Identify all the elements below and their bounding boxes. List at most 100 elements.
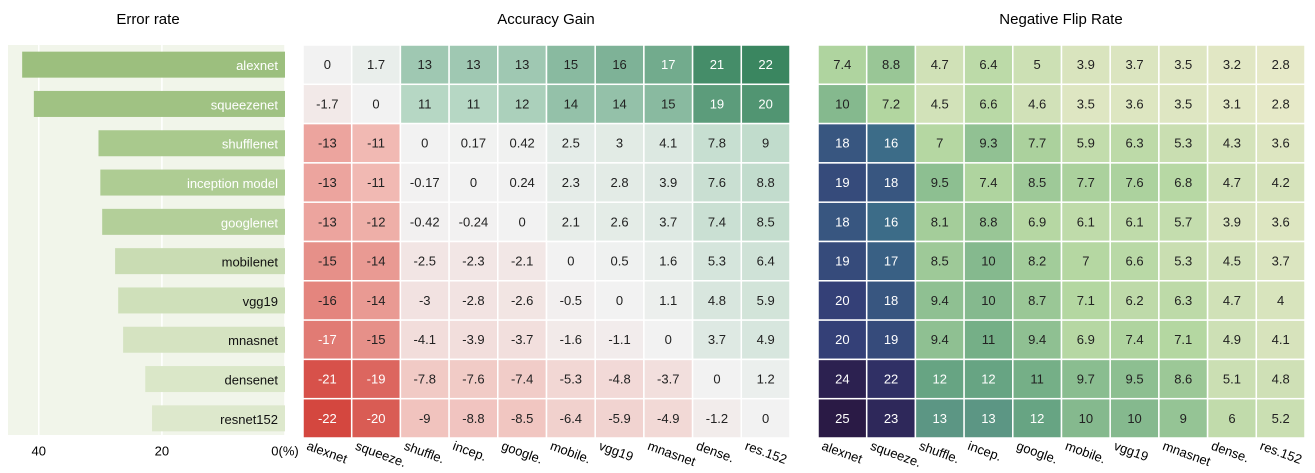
cell-label: 12 (981, 371, 995, 386)
heatmap-cell (643, 83, 694, 125)
cell-label: 4.9 (757, 332, 775, 347)
cell-label: 0 (324, 57, 331, 72)
cell-label: 13 (466, 57, 480, 72)
bar (118, 287, 285, 314)
cell-label: -2.6 (511, 293, 533, 308)
cell-label: 7.8 (708, 136, 726, 151)
cell-label: 7.2 (882, 96, 900, 111)
cell-label: 8.8 (882, 57, 900, 72)
heatmap-cell (1012, 201, 1063, 243)
cell-label: 1.1 (659, 293, 677, 308)
heatmap-cell (1109, 44, 1160, 86)
heatmap-cell (497, 83, 548, 125)
cell-label: 13 (933, 411, 947, 426)
heatmap-cell (399, 240, 450, 282)
cell-label: 4 (1277, 293, 1284, 308)
heatmap-cell (1012, 44, 1063, 86)
cell-label: 16 (884, 136, 898, 151)
heatmap-cell (963, 162, 1014, 203)
cell-label: -2.1 (511, 254, 533, 269)
bar-label: mobilenet (222, 255, 279, 270)
cell-label: 0 (616, 293, 623, 308)
cell-label: 16 (612, 57, 626, 72)
x-tick-label: shuffle. (402, 438, 446, 466)
cell-label: 3.7 (708, 332, 726, 347)
cell-label: 3.1 (1223, 96, 1241, 111)
heatmap-cell (963, 319, 1014, 361)
cell-label: 9.5 (931, 175, 949, 190)
heatmap-cell (1206, 201, 1258, 243)
heatmap-cell (865, 397, 917, 439)
heatmap-cell (399, 122, 450, 164)
cell-label: 1.7 (367, 57, 385, 72)
heatmap-cell (350, 319, 402, 361)
cell-label: 7.4 (1126, 332, 1144, 347)
cell-label: 0 (762, 411, 769, 426)
cell-label: 3.7 (659, 214, 677, 229)
heatmap-cell (643, 319, 694, 361)
cell-label: 3.2 (1223, 57, 1241, 72)
heatmap-cell (865, 201, 917, 243)
x-tick-label: alexnet (305, 438, 350, 467)
bar-label: alexnet (236, 58, 278, 73)
cell-label: -1.6 (560, 332, 582, 347)
cell-label: 6.1 (1077, 214, 1095, 229)
heatmap-cell (1206, 358, 1258, 400)
cell-label: 18 (884, 293, 898, 308)
heatmap-cell (1109, 358, 1160, 400)
cell-label: -12 (367, 214, 386, 229)
cell-label: 3 (616, 136, 623, 151)
cell-label: -9 (419, 411, 431, 426)
cell-label: 2.3 (562, 175, 580, 190)
cell-label: 5.3 (1174, 254, 1192, 269)
cell-label: 9 (762, 136, 769, 151)
heatmap-cell (817, 83, 868, 125)
cell-label: 6.6 (1126, 254, 1144, 269)
bar (152, 405, 285, 432)
x-tick-label: res.152 (743, 438, 789, 467)
heatmap-cell (1060, 240, 1111, 282)
heatmap-cell (1109, 397, 1160, 439)
heatmap-cell (643, 358, 694, 400)
cell-label: 1.2 (757, 371, 775, 386)
cell-label: 10 (1079, 411, 1093, 426)
heatmap-cell (497, 201, 548, 243)
cell-label: -14 (367, 293, 386, 308)
heatmap-cell (1255, 319, 1306, 361)
cell-label: 8.7 (1028, 293, 1046, 308)
cell-label: 23 (884, 411, 898, 426)
cell-label: 3.6 (1126, 96, 1144, 111)
heatmap-cell (643, 162, 694, 203)
heatmap-cell (740, 319, 791, 361)
bar (145, 366, 285, 393)
cell-label: 4.7 (1223, 293, 1241, 308)
x-tick-label: incep. (451, 438, 489, 464)
x-tick-label: mobile. (548, 438, 593, 466)
cell-label: 13 (418, 57, 432, 72)
cell-label: 10 (1127, 411, 1141, 426)
cell-label: 9.4 (931, 332, 949, 347)
cell-label: 3.9 (659, 175, 677, 190)
cell-label: 3.9 (1077, 57, 1095, 72)
cell-label: 8.1 (931, 214, 949, 229)
heatmap-cell (691, 240, 743, 282)
cell-label: 0 (665, 332, 672, 347)
heatmap-cell (399, 397, 450, 439)
cell-label: 9.7 (1077, 371, 1095, 386)
heatmap-cell (817, 280, 868, 321)
heatmap-cell (1109, 162, 1160, 203)
heatmap-cell (1255, 83, 1306, 125)
cell-label: 2.1 (562, 214, 580, 229)
heatmap-cell (448, 83, 499, 125)
heatmap-cell (817, 397, 868, 439)
x-tick-label: alexnet (820, 438, 865, 467)
heatmap-cell (740, 358, 791, 400)
cell-label: 4.8 (708, 293, 726, 308)
cell-label: 15 (564, 57, 578, 72)
cell-label: 1.6 (659, 254, 677, 269)
heatmap-cell (643, 240, 694, 282)
heatmap-cell (914, 201, 965, 243)
heatmap-cell (350, 83, 402, 125)
heatmap-cell (691, 397, 743, 439)
cell-label: -4.9 (657, 411, 679, 426)
